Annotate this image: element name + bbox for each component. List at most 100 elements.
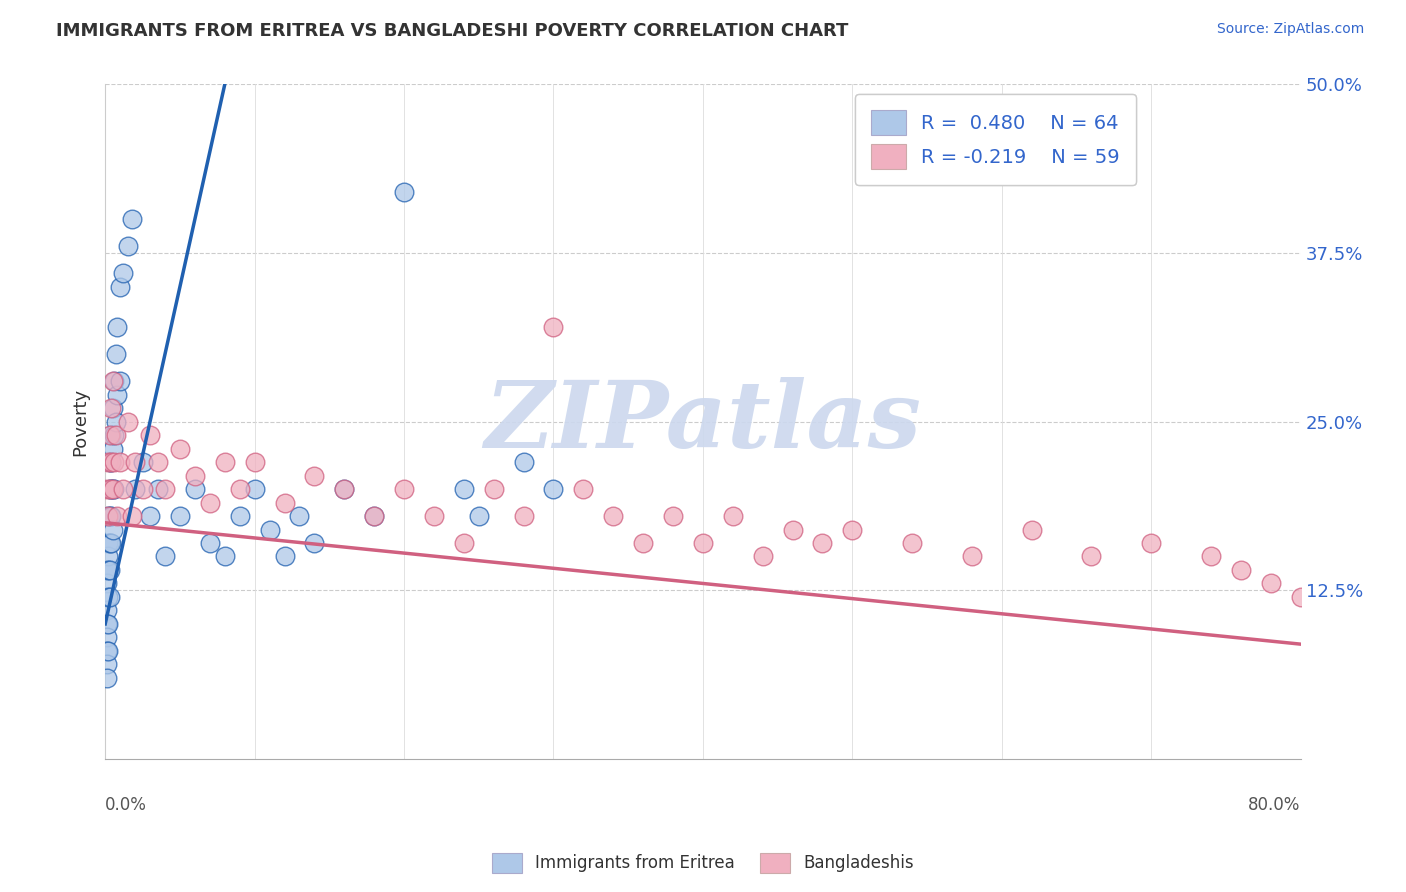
Legend: Immigrants from Eritrea, Bangladeshis: Immigrants from Eritrea, Bangladeshis bbox=[485, 847, 921, 880]
Point bbox=[96, 644, 118, 658]
Point bbox=[602, 508, 624, 523]
Point bbox=[97, 590, 120, 604]
Point bbox=[96, 631, 118, 645]
Point bbox=[392, 186, 415, 200]
Point bbox=[98, 536, 121, 550]
Point bbox=[124, 455, 146, 469]
Point bbox=[1260, 576, 1282, 591]
Point bbox=[243, 482, 266, 496]
Y-axis label: Poverty: Poverty bbox=[72, 387, 89, 456]
Point bbox=[468, 508, 491, 523]
Point bbox=[692, 536, 714, 550]
Text: 0.0%: 0.0% bbox=[105, 796, 148, 814]
Point bbox=[101, 482, 124, 496]
Point bbox=[214, 455, 236, 469]
Point bbox=[543, 482, 565, 496]
Point bbox=[482, 482, 505, 496]
Point bbox=[101, 401, 124, 416]
Point bbox=[100, 401, 122, 416]
Point bbox=[304, 468, 326, 483]
Point bbox=[101, 442, 124, 456]
Point bbox=[108, 279, 131, 293]
Point bbox=[100, 455, 122, 469]
Point bbox=[273, 549, 295, 564]
Point bbox=[146, 455, 169, 469]
Point bbox=[184, 468, 207, 483]
Point bbox=[100, 428, 122, 442]
Point bbox=[1289, 590, 1312, 604]
Point bbox=[1379, 616, 1402, 631]
Point bbox=[572, 482, 595, 496]
Text: ZIPatlas: ZIPatlas bbox=[485, 376, 921, 467]
Point bbox=[512, 508, 534, 523]
Point bbox=[105, 320, 128, 334]
Point bbox=[363, 508, 385, 523]
Point bbox=[100, 482, 122, 496]
Point bbox=[101, 523, 124, 537]
Point bbox=[96, 563, 118, 577]
Point bbox=[96, 616, 118, 631]
Point bbox=[782, 523, 804, 537]
Point bbox=[103, 455, 125, 469]
Point bbox=[1230, 563, 1253, 577]
Point bbox=[112, 482, 135, 496]
Point bbox=[101, 374, 124, 388]
Point bbox=[146, 482, 169, 496]
Point bbox=[103, 428, 125, 442]
Point bbox=[751, 549, 773, 564]
Point bbox=[97, 644, 120, 658]
Point bbox=[288, 508, 311, 523]
Point bbox=[108, 455, 131, 469]
Point bbox=[97, 549, 120, 564]
Point bbox=[153, 482, 176, 496]
Point bbox=[811, 536, 834, 550]
Point bbox=[304, 536, 326, 550]
Point bbox=[131, 455, 153, 469]
Point bbox=[96, 603, 118, 617]
Point bbox=[98, 455, 121, 469]
Point bbox=[1080, 549, 1102, 564]
Point bbox=[512, 455, 534, 469]
Point bbox=[112, 266, 135, 280]
Point bbox=[662, 508, 685, 523]
Point bbox=[97, 455, 120, 469]
Point bbox=[96, 671, 118, 685]
Point bbox=[841, 523, 863, 537]
Point bbox=[98, 482, 121, 496]
Point bbox=[1140, 536, 1163, 550]
Point bbox=[108, 374, 131, 388]
Text: 80.0%: 80.0% bbox=[1249, 796, 1301, 814]
Text: IMMIGRANTS FROM ERITREA VS BANGLADESHI POVERTY CORRELATION CHART: IMMIGRANTS FROM ERITREA VS BANGLADESHI P… bbox=[56, 22, 849, 40]
Point bbox=[184, 482, 207, 496]
Point bbox=[98, 563, 121, 577]
Point bbox=[333, 482, 356, 496]
Point bbox=[121, 508, 143, 523]
Point bbox=[198, 495, 221, 509]
Point bbox=[423, 508, 446, 523]
Point bbox=[101, 482, 124, 496]
Point bbox=[97, 616, 120, 631]
Point bbox=[124, 482, 146, 496]
Point bbox=[97, 563, 120, 577]
Point bbox=[100, 536, 122, 550]
Point bbox=[105, 508, 128, 523]
Point bbox=[117, 415, 139, 429]
Point bbox=[131, 482, 153, 496]
Point bbox=[198, 536, 221, 550]
Point bbox=[543, 320, 565, 334]
Point bbox=[901, 536, 924, 550]
Point bbox=[1319, 590, 1341, 604]
Point bbox=[139, 428, 162, 442]
Point bbox=[243, 455, 266, 469]
Legend: R =  0.480    N = 64, R = -0.219    N = 59: R = 0.480 N = 64, R = -0.219 N = 59 bbox=[855, 95, 1136, 185]
Point bbox=[98, 508, 121, 523]
Point bbox=[453, 536, 475, 550]
Point bbox=[1199, 549, 1222, 564]
Point bbox=[105, 387, 128, 401]
Point bbox=[228, 508, 250, 523]
Point bbox=[139, 508, 162, 523]
Point bbox=[98, 428, 121, 442]
Point bbox=[333, 482, 356, 496]
Point bbox=[392, 482, 415, 496]
Text: Source: ZipAtlas.com: Source: ZipAtlas.com bbox=[1216, 22, 1364, 37]
